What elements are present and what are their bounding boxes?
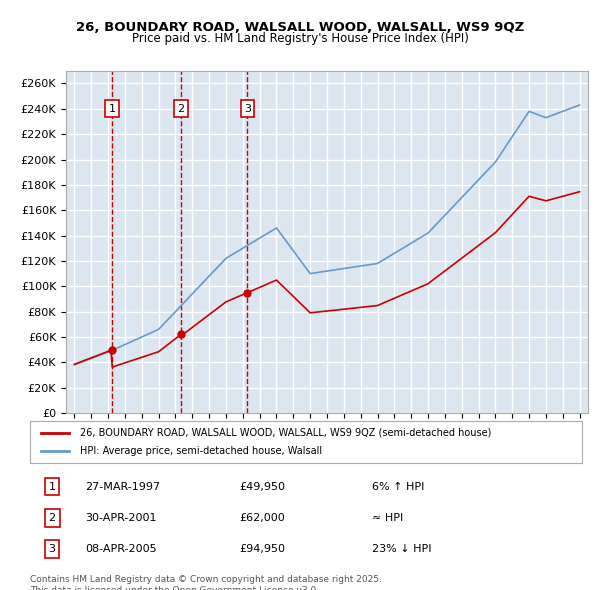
Text: 26, BOUNDARY ROAD, WALSALL WOOD, WALSALL, WS9 9QZ: 26, BOUNDARY ROAD, WALSALL WOOD, WALSALL… [76,21,524,34]
Text: 2: 2 [178,104,185,114]
Text: 2: 2 [49,513,56,523]
Text: £49,950: £49,950 [240,481,286,491]
Text: 27-MAR-1997: 27-MAR-1997 [85,481,160,491]
Text: HPI: Average price, semi-detached house, Walsall: HPI: Average price, semi-detached house,… [80,446,322,456]
Text: 6% ↑ HPI: 6% ↑ HPI [372,481,425,491]
Text: 1: 1 [49,481,56,491]
Text: 23% ↓ HPI: 23% ↓ HPI [372,544,432,554]
Text: 1: 1 [109,104,115,114]
Text: Price paid vs. HM Land Registry's House Price Index (HPI): Price paid vs. HM Land Registry's House … [131,32,469,45]
Text: £94,950: £94,950 [240,544,286,554]
Text: ≈ HPI: ≈ HPI [372,513,403,523]
Text: 26, BOUNDARY ROAD, WALSALL WOOD, WALSALL, WS9 9QZ (semi-detached house): 26, BOUNDARY ROAD, WALSALL WOOD, WALSALL… [80,428,491,438]
Text: 3: 3 [244,104,251,114]
Text: 3: 3 [49,544,56,554]
Text: £62,000: £62,000 [240,513,286,523]
Text: 30-APR-2001: 30-APR-2001 [85,513,157,523]
Text: 08-APR-2005: 08-APR-2005 [85,544,157,554]
Text: Contains HM Land Registry data © Crown copyright and database right 2025.
This d: Contains HM Land Registry data © Crown c… [30,575,382,590]
